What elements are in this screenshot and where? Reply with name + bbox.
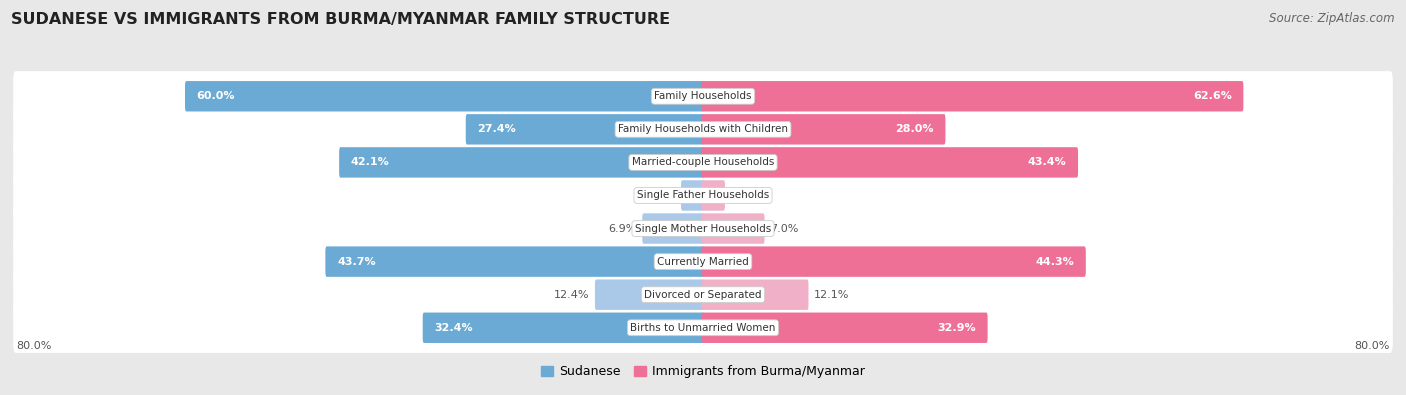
- Text: 80.0%: 80.0%: [17, 341, 52, 351]
- Legend: Sudanese, Immigrants from Burma/Myanmar: Sudanese, Immigrants from Burma/Myanmar: [541, 365, 865, 378]
- Text: 32.9%: 32.9%: [938, 323, 976, 333]
- Text: 42.1%: 42.1%: [350, 158, 389, 167]
- FancyBboxPatch shape: [13, 71, 1393, 121]
- Text: 2.4%: 2.4%: [731, 190, 759, 201]
- FancyBboxPatch shape: [13, 303, 1393, 353]
- Text: 2.4%: 2.4%: [647, 190, 675, 201]
- FancyBboxPatch shape: [702, 280, 808, 310]
- FancyBboxPatch shape: [702, 147, 1078, 178]
- FancyBboxPatch shape: [702, 114, 945, 145]
- Text: 32.4%: 32.4%: [434, 323, 472, 333]
- FancyBboxPatch shape: [13, 269, 1393, 320]
- FancyBboxPatch shape: [339, 147, 704, 178]
- Text: Married-couple Households: Married-couple Households: [631, 158, 775, 167]
- FancyBboxPatch shape: [423, 312, 704, 343]
- Text: 12.4%: 12.4%: [554, 290, 589, 300]
- Text: Single Mother Households: Single Mother Households: [636, 224, 770, 233]
- FancyBboxPatch shape: [13, 104, 1393, 154]
- Text: 62.6%: 62.6%: [1192, 91, 1232, 101]
- FancyBboxPatch shape: [325, 246, 704, 277]
- Text: 12.1%: 12.1%: [814, 290, 849, 300]
- Text: 80.0%: 80.0%: [1354, 341, 1389, 351]
- Text: Divorced or Separated: Divorced or Separated: [644, 290, 762, 300]
- Text: Family Households with Children: Family Households with Children: [619, 124, 787, 134]
- Text: Single Father Households: Single Father Households: [637, 190, 769, 201]
- Text: SUDANESE VS IMMIGRANTS FROM BURMA/MYANMAR FAMILY STRUCTURE: SUDANESE VS IMMIGRANTS FROM BURMA/MYANMA…: [11, 12, 671, 27]
- Text: 28.0%: 28.0%: [896, 124, 934, 134]
- FancyBboxPatch shape: [702, 213, 765, 244]
- FancyBboxPatch shape: [13, 137, 1393, 188]
- FancyBboxPatch shape: [702, 81, 1243, 111]
- FancyBboxPatch shape: [702, 312, 987, 343]
- Text: 44.3%: 44.3%: [1035, 257, 1074, 267]
- Text: 6.9%: 6.9%: [609, 224, 637, 233]
- Text: 43.4%: 43.4%: [1028, 158, 1066, 167]
- FancyBboxPatch shape: [681, 180, 704, 211]
- Text: Family Households: Family Households: [654, 91, 752, 101]
- Text: Births to Unmarried Women: Births to Unmarried Women: [630, 323, 776, 333]
- Text: 60.0%: 60.0%: [197, 91, 235, 101]
- FancyBboxPatch shape: [702, 180, 725, 211]
- FancyBboxPatch shape: [643, 213, 704, 244]
- FancyBboxPatch shape: [595, 280, 704, 310]
- FancyBboxPatch shape: [465, 114, 704, 145]
- Text: Source: ZipAtlas.com: Source: ZipAtlas.com: [1270, 12, 1395, 25]
- FancyBboxPatch shape: [186, 81, 704, 111]
- FancyBboxPatch shape: [13, 203, 1393, 254]
- FancyBboxPatch shape: [13, 170, 1393, 221]
- FancyBboxPatch shape: [702, 246, 1085, 277]
- Text: 7.0%: 7.0%: [770, 224, 799, 233]
- Text: 27.4%: 27.4%: [478, 124, 516, 134]
- Text: Currently Married: Currently Married: [657, 257, 749, 267]
- Text: 43.7%: 43.7%: [337, 257, 375, 267]
- FancyBboxPatch shape: [13, 237, 1393, 287]
